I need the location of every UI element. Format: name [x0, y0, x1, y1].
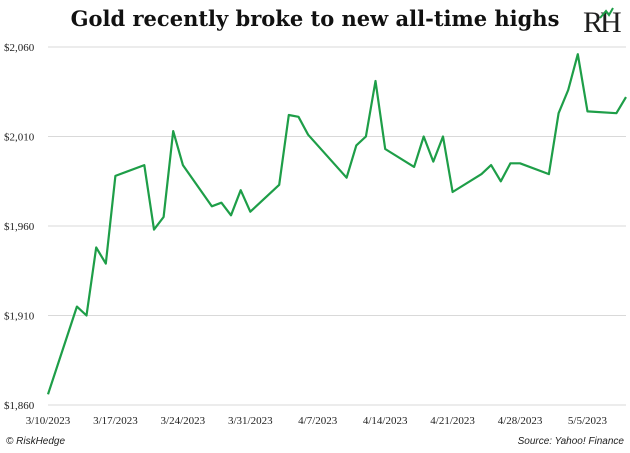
- x-tick-label: 3/10/2023: [26, 415, 71, 427]
- copyright-text: © RiskHedge: [6, 436, 66, 447]
- series-line-gold-price: [46, 53, 627, 395]
- y-tick-label: $2,010: [4, 132, 35, 144]
- series-group: [46, 53, 627, 395]
- svg-text:H: H: [600, 6, 622, 38]
- x-tick-label: 4/14/2023: [363, 415, 408, 427]
- gridlines: [48, 46, 626, 406]
- x-axis-tick-labels: 3/10/2023 3/17/2023 3/24/2023 3/31/2023 4/7/…: [26, 415, 608, 427]
- y-tick-label: $1,960: [4, 221, 35, 233]
- x-tick-label: 3/24/2023: [161, 415, 206, 427]
- y-tick-label: $2,060: [4, 42, 35, 54]
- x-tick-label: 4/21/2023: [430, 415, 475, 427]
- chart-title: Gold recently broke to new all-time high…: [70, 6, 560, 31]
- x-tick-label: 4/7/2023: [298, 415, 338, 427]
- y-tick-label: $1,910: [4, 311, 35, 323]
- x-tick-label: 4/28/2023: [498, 415, 543, 427]
- y-axis-tick-labels: $1,860 $1,910 $1,960 $2,010 $2,060: [4, 42, 35, 412]
- x-tick-label: 5/5/2023: [568, 415, 608, 427]
- x-tick-label: 3/17/2023: [93, 415, 138, 427]
- y-tick-label: $1,860: [4, 400, 35, 412]
- x-tick-label: 3/31/2023: [228, 415, 273, 427]
- riskhedge-logo: R H: [583, 6, 622, 38]
- svg-text:R: R: [583, 6, 603, 38]
- source-text: Source: Yahoo! Finance: [517, 436, 624, 447]
